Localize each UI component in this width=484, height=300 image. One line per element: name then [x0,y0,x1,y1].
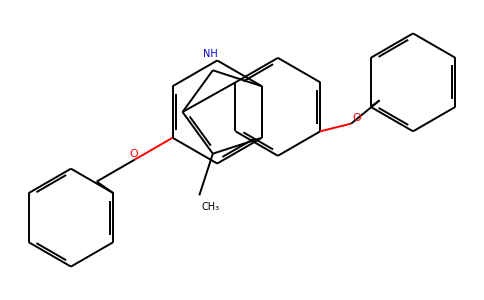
Text: CH₃: CH₃ [202,202,220,212]
Text: NH: NH [203,49,218,59]
Text: O: O [352,112,361,123]
Text: O: O [130,148,138,159]
